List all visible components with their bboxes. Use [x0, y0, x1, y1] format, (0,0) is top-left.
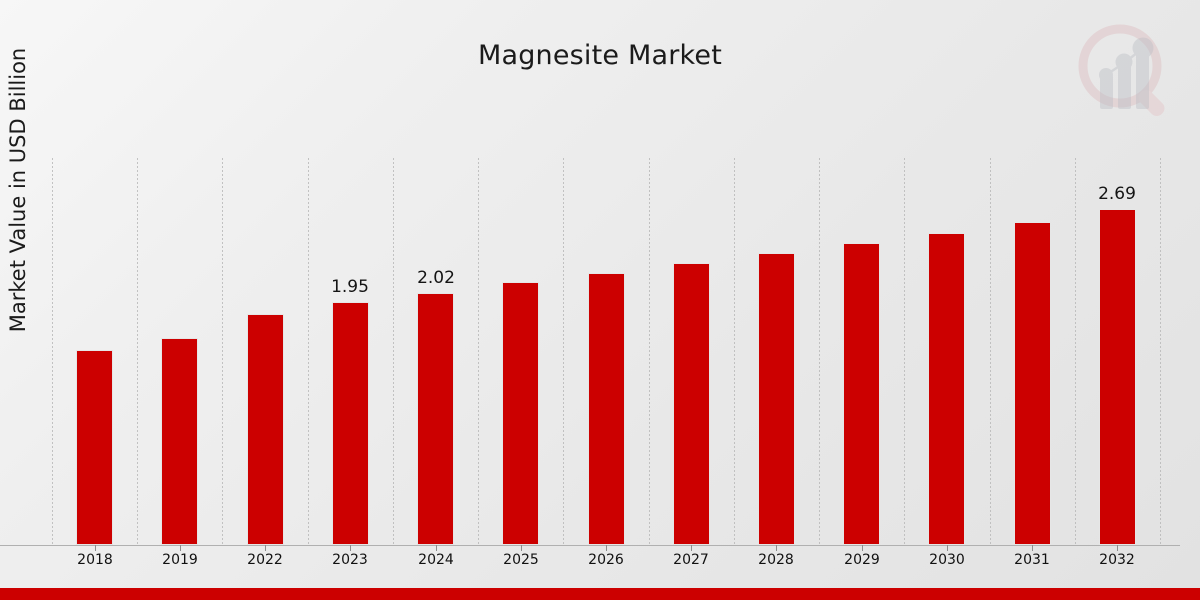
x-tick-label-2028: 2028 — [758, 552, 794, 568]
bar-2023[interactable] — [332, 302, 369, 545]
gridline — [478, 158, 479, 545]
x-tick-label-2025: 2025 — [503, 552, 539, 568]
x-tick — [691, 545, 692, 551]
bar-value-label-2024: 2.02 — [417, 268, 455, 288]
bar-2019[interactable] — [161, 338, 198, 545]
x-tick-label-2029: 2029 — [844, 552, 880, 568]
x-tick-label-2024: 2024 — [418, 552, 454, 568]
x-tick-label-2032: 2032 — [1099, 552, 1135, 568]
x-tick — [350, 545, 351, 551]
bar-2028[interactable] — [758, 253, 795, 545]
gridline — [1160, 158, 1161, 545]
bar-value-label-2032: 2.69 — [1098, 184, 1136, 204]
x-tick-label-2018: 2018 — [77, 552, 113, 568]
plot-area — [52, 158, 1161, 545]
gridline — [819, 158, 820, 545]
bar-2031[interactable] — [1014, 222, 1051, 545]
footer-accent-bar — [0, 588, 1200, 600]
gridline — [222, 158, 223, 545]
bar-2029[interactable] — [843, 243, 880, 545]
x-tick — [95, 545, 96, 551]
x-tick — [265, 545, 266, 551]
x-tick — [1117, 545, 1118, 551]
gridline — [52, 158, 53, 545]
bar-2018[interactable] — [76, 350, 113, 545]
x-tick-label-2026: 2026 — [588, 552, 624, 568]
y-axis-title: Market Value in USD Billion — [6, 47, 30, 333]
x-axis-line — [0, 545, 1180, 546]
gridline — [649, 158, 650, 545]
x-tick — [1032, 545, 1033, 551]
bar-2026[interactable] — [588, 273, 625, 545]
gridline — [734, 158, 735, 545]
market-research-logo-watermark-icon — [1070, 18, 1178, 120]
x-tick — [180, 545, 181, 551]
gridline — [904, 158, 905, 545]
bar-2022[interactable] — [247, 314, 284, 545]
gridline — [393, 158, 394, 545]
page-title: Magnesite Market — [477, 40, 723, 71]
gridline — [990, 158, 991, 545]
x-tick-label-2022: 2022 — [247, 552, 283, 568]
x-tick-label-2027: 2027 — [673, 552, 709, 568]
x-tick — [521, 545, 522, 551]
x-tick-label-2023: 2023 — [332, 552, 368, 568]
bar-value-label-2023: 1.95 — [331, 277, 369, 297]
bar-2024[interactable] — [417, 293, 454, 545]
gridline — [137, 158, 138, 545]
x-tick-label-2019: 2019 — [162, 552, 198, 568]
bar-2027[interactable] — [673, 263, 710, 545]
x-tick — [606, 545, 607, 551]
x-tick — [862, 545, 863, 551]
bar-2030[interactable] — [928, 233, 965, 545]
x-tick — [947, 545, 948, 551]
x-tick-label-2031: 2031 — [1014, 552, 1050, 568]
x-tick — [776, 545, 777, 551]
x-tick-label-2030: 2030 — [929, 552, 965, 568]
x-tick — [436, 545, 437, 551]
gridline — [1075, 158, 1076, 545]
gridline — [308, 158, 309, 545]
bar-2025[interactable] — [502, 282, 539, 545]
gridline — [563, 158, 564, 545]
bar-2032[interactable] — [1099, 209, 1136, 545]
